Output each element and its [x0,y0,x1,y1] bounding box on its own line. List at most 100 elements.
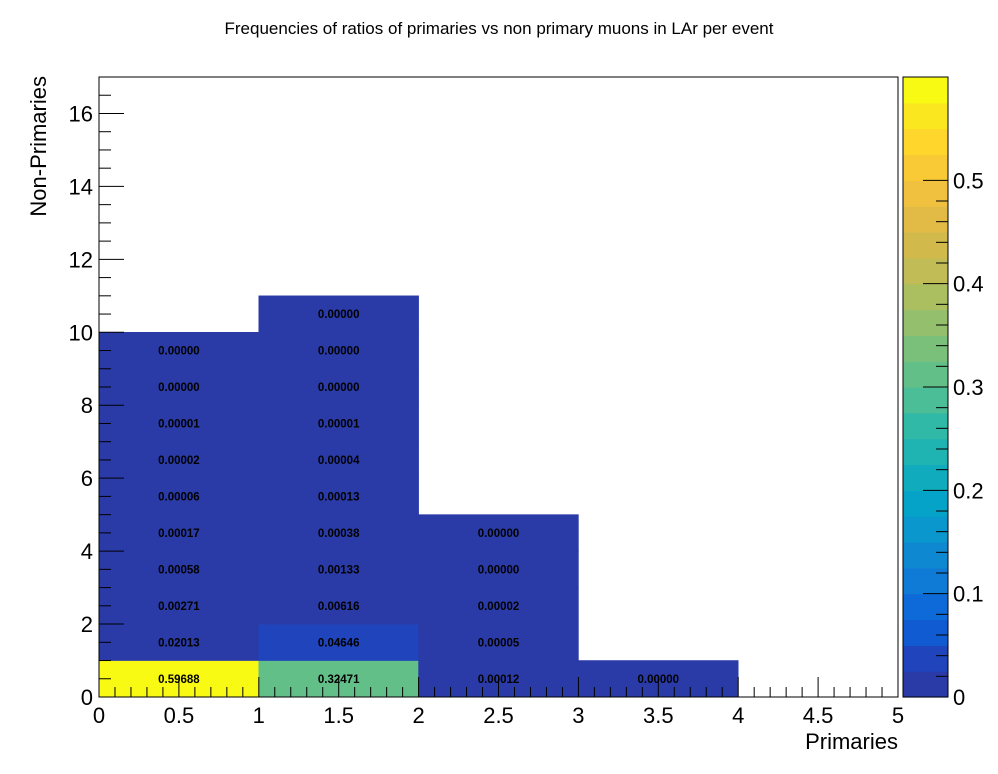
x-tick-label: 5 [892,703,904,728]
colorbar: 0 0.1 0.2 0.3 0.4 0.5 [902,76,984,710]
colorbar-segment [903,232,948,259]
heatmap-cell [418,514,579,552]
cell-value-label: 0.00004 [318,455,360,467]
colorbar-segment [903,412,948,440]
colorbar-segment [903,77,948,104]
heatmap-cell [258,623,419,661]
heatmap-cell [258,368,419,406]
colorbar-tick-label: 0.3 [953,375,984,400]
cell-value-label: 0.00271 [158,601,200,613]
heatmap-cell [258,404,419,443]
colorbar-segment [903,593,948,621]
cell-value-label: 0.00038 [318,528,360,540]
y-tick-label: 0 [81,685,93,710]
x-tick-label: 4.5 [803,703,834,728]
heatmap-cell [98,441,260,479]
cell-value-label: 0.00000 [158,382,200,394]
axes: 0 0.5 1 1.5 2 2.5 3 3.5 4 4.5 5 0 2 4 6 8 10 12 14 16 [69,76,904,728]
heatmap-cell [258,587,419,625]
heatmap-cell [418,587,579,625]
colorbar-segment [903,283,948,311]
heatmap-cell [98,514,260,552]
cell-value-label: 0.00000 [478,528,520,540]
colorbar-tick-label: 0.5 [953,168,984,193]
y-tick-label: 16 [69,101,93,126]
colorbar-segment [903,619,948,646]
colorbar-tick-label: 0 [953,685,965,710]
cell-value-label: 0.00058 [158,564,200,576]
cell-value-label: 0.00013 [318,491,360,503]
colorbar-segment [903,464,948,491]
heatmap-cell [418,550,579,588]
cell-value-label: 0.00000 [478,564,520,576]
cell-value-label: 0.00000 [158,346,200,358]
heatmap-cell [258,331,419,370]
x-tick-label: 1.5 [323,703,354,728]
y-tick-label: 4 [81,539,93,564]
colorbar-segment [903,361,948,388]
colorbar-segment [903,516,948,543]
colorbar-segment [903,671,948,698]
colorbar-segment [903,490,948,517]
x-tick-label: 0 [93,703,105,728]
cell-value-label: 0.00002 [158,455,200,467]
cell-value-label: 0.00017 [158,528,200,540]
x-tick-label: 4 [732,703,744,728]
cell-value-label: 0.00000 [318,382,360,394]
heatmap-cell [258,295,419,333]
colorbar-segment [903,335,948,362]
x-tick-label: 3.5 [643,703,674,728]
colorbar-segment [903,154,948,181]
heatmap-cell [98,477,260,515]
x-tick-label: 2.5 [483,703,514,728]
heatmap-cell [258,514,419,552]
heatmap-cell [98,623,260,661]
y-axis-label: Non-Primaries [26,76,51,217]
heatmap-cells [98,295,739,698]
colorbar-tick-label: 0.4 [953,272,984,297]
heatmap-cell [98,550,260,588]
cell-value-label: 0.00001 [318,418,360,430]
cell-value-label: 0.00005 [478,637,520,649]
chart-title: Frequencies of ratios of primaries vs no… [225,19,774,38]
cell-value-label: 0.00006 [158,491,200,503]
colorbar-segment [903,128,948,156]
cell-value-label: 0.02013 [158,637,200,649]
cell-value-label: 0.00000 [318,346,360,358]
cell-value-label: 0.00001 [158,418,200,430]
colorbar-segment [903,257,948,285]
y-tick-label: 14 [69,174,93,199]
colorbar-segment [903,542,948,569]
y-tick-label: 6 [81,466,93,491]
cell-value-label: 0.00133 [318,564,360,576]
colorbar-segment [903,102,948,130]
x-tick-label: 3 [572,703,584,728]
cell-value-label: 0.04646 [318,637,360,649]
colorbar-tick-label: 0.2 [953,478,984,503]
heatmap-cell [98,331,260,370]
y-tick-label: 10 [69,320,93,345]
cell-value-label: 0.00002 [478,601,520,613]
colorbar-segment [903,180,948,207]
colorbar-segment [903,309,948,336]
cell-value-label: 0.00616 [318,601,360,613]
colorbar-tick-label: 0.1 [953,582,984,607]
heatmap-cell [418,623,579,661]
x-axis-label: Primaries [805,729,898,754]
colorbar-segment [903,567,948,595]
x-tick-label: 2 [412,703,424,728]
heatmap-cell [258,441,419,479]
y-tick-label: 8 [81,393,93,418]
heatmap-cell [258,477,419,515]
x-tick-label: 1 [253,703,265,728]
colorbar-segment [903,645,948,672]
cell-value-label: 0.00000 [318,309,360,321]
x-tick-label: 0.5 [164,703,195,728]
colorbar-segment [903,438,948,466]
y-tick-label: 12 [69,247,93,272]
heatmap-cell-labels: 0.596880.020130.002710.000580.000170.000… [158,309,679,686]
y-tick-label: 2 [81,612,93,637]
colorbar-segment [903,387,948,414]
colorbar-segment [903,206,948,233]
